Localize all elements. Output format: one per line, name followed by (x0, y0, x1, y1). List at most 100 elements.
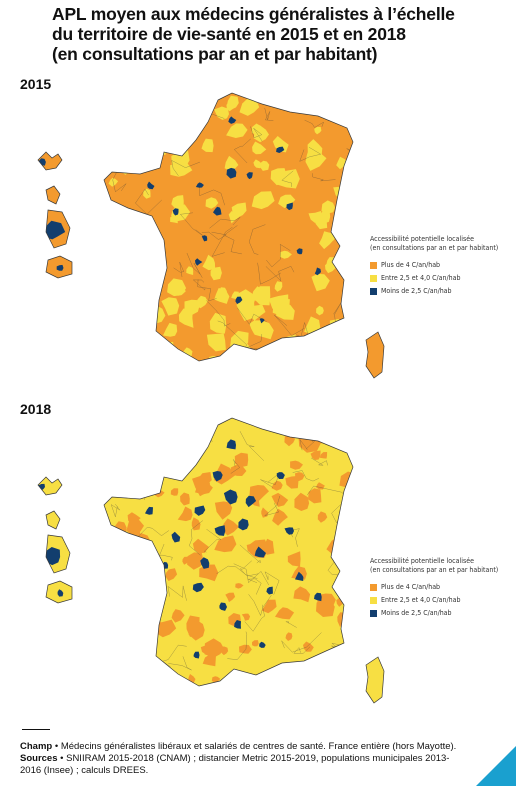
zone-yellow (226, 102, 236, 112)
zone-yellow (341, 348, 358, 363)
border-line (183, 93, 198, 124)
zone-orange (252, 640, 259, 647)
zone-orange (108, 644, 123, 658)
zone-navy (246, 172, 253, 180)
zone-yellow (214, 106, 229, 120)
border-line (333, 418, 362, 419)
zone-navy (223, 489, 238, 505)
zone-orange (239, 644, 252, 654)
zone-yellow (305, 144, 327, 171)
zone-yellow (186, 266, 194, 275)
swatch-orange (370, 262, 377, 269)
zone-yellow (98, 249, 117, 268)
zone-orange (336, 541, 346, 553)
zone-yellow (149, 137, 167, 156)
champ-note: Champ • Médecins généralistes libéraux e… (20, 741, 457, 752)
border-line (266, 243, 291, 268)
zone-yellow (272, 136, 289, 153)
zone-navy (194, 505, 206, 516)
legend-subtitle: (en consultations par an et par habitant… (370, 244, 499, 252)
zone-yellow (117, 136, 132, 150)
border-line (197, 279, 217, 302)
border-line (292, 470, 319, 482)
border-line (289, 528, 300, 547)
zone-orange (261, 599, 277, 614)
zone-orange (214, 501, 233, 520)
border-line (211, 227, 233, 257)
border-line (257, 262, 281, 285)
border-line (351, 240, 367, 285)
zone-yellow (119, 348, 136, 370)
zone-yellow (157, 350, 175, 363)
legend-item-low: Moins de 2,5 C/an/hab (370, 607, 510, 620)
zone-orange (114, 598, 123, 608)
zone-navy (147, 181, 155, 190)
border-line (343, 562, 361, 575)
zone-navy (228, 116, 237, 124)
outline (37, 476, 63, 496)
zone-orange (225, 592, 236, 603)
zone-navy (226, 167, 237, 179)
legend-subtitle: (en consultations par an et par habitant… (370, 566, 499, 574)
outline (37, 151, 63, 171)
zone-orange (292, 663, 303, 678)
zone-yellow (308, 211, 324, 224)
zone-orange (316, 482, 325, 490)
zone-yellow (224, 155, 239, 171)
border-line (111, 93, 147, 94)
zone-yellow (351, 325, 360, 337)
border-line (248, 224, 266, 255)
zone-yellow (210, 266, 222, 281)
zone-yellow (241, 306, 257, 318)
zone-yellow (239, 98, 260, 116)
mainland-france (104, 93, 353, 361)
border-line (100, 637, 131, 664)
zone-yellow (98, 93, 111, 106)
zone-yellow (251, 286, 266, 302)
zone-yellow (95, 102, 110, 116)
zone-yellow (259, 160, 270, 171)
zone-yellow (289, 96, 298, 106)
swatch-orange (370, 584, 377, 591)
zone-yellow (350, 116, 366, 131)
zone-navy (43, 220, 66, 240)
border-line (111, 428, 127, 448)
border-line (281, 170, 294, 187)
border-line (159, 543, 173, 561)
border-line (237, 307, 267, 325)
zone-orange (293, 586, 311, 603)
zone-navy (234, 620, 241, 629)
border-line (209, 217, 241, 229)
zone-navy (57, 589, 64, 597)
zone-orange (352, 611, 367, 628)
border-line (188, 520, 204, 556)
zone-orange (135, 547, 148, 559)
outline (45, 510, 61, 530)
zone-orange (153, 478, 163, 488)
border-line (276, 418, 313, 430)
border-line (279, 680, 294, 694)
legend-label: Moins de 2,5 C/an/hab (381, 609, 452, 617)
zone-orange (285, 632, 293, 641)
zone-yellow (278, 194, 296, 209)
zone-navy (314, 267, 321, 276)
territories-group (37, 417, 385, 704)
map-2015 (0, 90, 516, 390)
zone-navy (193, 651, 200, 659)
border-line (173, 261, 184, 277)
zone-yellow (132, 331, 156, 351)
outline (45, 534, 71, 574)
zone-orange (134, 588, 144, 599)
zone-orange (308, 488, 322, 504)
border-line (103, 638, 130, 654)
zone-orange (303, 641, 314, 652)
sources-note: Sources • SNIIRAM 2015-2018 (CNAM) ; dis… (20, 753, 450, 776)
legend-item-mid: Entre 2,5 et 4,0 C/an/hab (370, 272, 510, 285)
zone-yellow (190, 100, 201, 115)
zone-orange (317, 593, 336, 608)
zone-orange (177, 506, 193, 522)
zone-navy (195, 258, 203, 266)
legend-item-mid: Entre 2,5 et 4,0 C/an/hab (370, 594, 510, 607)
border-line (300, 93, 316, 108)
zone-yellow (167, 278, 187, 297)
